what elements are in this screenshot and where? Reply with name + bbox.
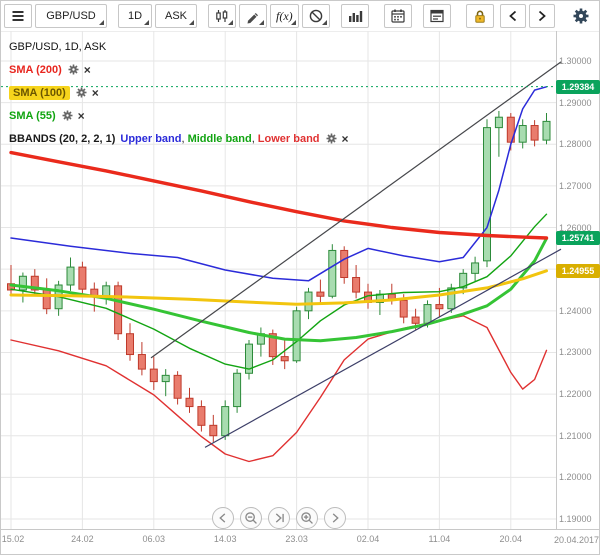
jump-to-latest-icon (275, 513, 284, 523)
price-label: 1.26000 (559, 222, 592, 233)
chevron-right-icon (538, 10, 546, 22)
zoom-out-icon (245, 512, 257, 524)
bbands-settings-gear-icon[interactable] (326, 133, 337, 144)
gear-icon (573, 8, 589, 24)
current-date-label: 20.04.2017 (553, 535, 599, 545)
price-label: 1.30000 (559, 56, 592, 66)
pan-left-button[interactable] (212, 507, 234, 529)
legend-sma55-label: SMA (55) (9, 109, 56, 122)
disable-overlays-button[interactable] (301, 4, 330, 28)
calendar-icon (391, 9, 405, 23)
legend-row-sma55: SMA (55) × (9, 108, 349, 123)
price-label: 1.28000 (559, 139, 592, 150)
legend-bbands-label: BBANDS (20, 2, 2, 1) (9, 132, 116, 145)
price-label: 1.29000 (559, 97, 592, 108)
draw-tools-button[interactable] (239, 4, 267, 28)
chart-legend: GBP/USD, 1D, ASK SMA (200) × SMA (100) ×… (9, 39, 349, 154)
time-label: 23.03 (285, 534, 308, 544)
time-label: 02.04 (356, 534, 380, 544)
price-axis[interactable]: 1.300001.290001.280001.270001.260001.250… (556, 31, 600, 556)
bar-chart-icon (348, 11, 362, 22)
sma55-settings-gear-icon[interactable] (62, 110, 73, 121)
pencil-icon (247, 13, 258, 24)
history-back-button[interactable] (500, 4, 526, 28)
sma55-close-icon[interactable]: × (77, 108, 85, 123)
pan-left-icon (219, 513, 226, 523)
price-label: 1.19000 (559, 514, 592, 524)
menu-icon (12, 11, 24, 21)
price-label: 1.24000 (559, 305, 592, 316)
time-label: 15.02 (1, 534, 25, 544)
sma200-close-icon[interactable]: × (83, 62, 91, 77)
price-side-selector[interactable]: ASK (155, 4, 197, 28)
fx-label: f(x) (276, 8, 293, 23)
chart-type-button[interactable] (208, 4, 236, 28)
time-label: 11.04 (428, 534, 451, 544)
lock-icon (474, 10, 485, 23)
zoom-out-button[interactable] (240, 507, 262, 529)
menu-button[interactable] (4, 4, 32, 28)
chart-title: GBP/USD, 1D, ASK (9, 40, 107, 53)
settings-button[interactable] (566, 4, 596, 28)
price-label: 1.21000 (559, 430, 592, 441)
calendar-button[interactable] (383, 4, 412, 28)
pan-right-button[interactable] (324, 507, 346, 529)
zoom-in-icon (301, 512, 313, 524)
legend-sma100-label: SMA (100) (9, 85, 70, 100)
legend-sma200-label: SMA (200) (9, 63, 62, 76)
price-side-label: ASK (164, 10, 187, 22)
price-label: 1.20000 (559, 472, 592, 483)
separator: , (181, 132, 185, 145)
toolbar: GBP/USD 1D ASK f(x) (1, 1, 599, 32)
period-selector[interactable]: 1D (118, 4, 152, 28)
chevron-left-icon (509, 10, 517, 22)
legend-upper-band-label: Upper band (120, 132, 182, 145)
candlestick-icon (216, 10, 228, 22)
price-badge: 1.29384 (556, 79, 600, 94)
legend-row-sma200: SMA (200) × (9, 62, 349, 77)
workspace-button[interactable] (422, 4, 451, 28)
price-label: 1.22000 (559, 389, 592, 400)
legend-lower-band-label: Lower band (257, 132, 320, 145)
report-panel-icon (430, 9, 444, 23)
sma100-close-icon[interactable]: × (91, 85, 99, 100)
time-label: 24.02 (71, 534, 94, 544)
instrument-label: GBP/USD (46, 10, 96, 22)
sma200-settings-gear-icon[interactable] (68, 64, 79, 75)
jump-to-latest-button[interactable] (268, 507, 290, 529)
chart-nav-controls (212, 507, 346, 529)
pan-right-icon (332, 513, 339, 523)
instrument-selector[interactable]: GBP/USD (35, 4, 107, 28)
history-forward-button[interactable] (529, 4, 555, 28)
sma100-settings-gear-icon[interactable] (76, 87, 87, 98)
indicators-button[interactable]: f(x) (270, 4, 299, 28)
time-label: 06.03 (142, 534, 166, 544)
separator: , (251, 132, 255, 145)
time-label: 20.04 (499, 534, 523, 544)
price-badge: 1.25741 (556, 231, 600, 246)
legend-middle-band-label: Middle band (187, 132, 252, 145)
bbands-close-icon[interactable]: × (341, 131, 349, 146)
circle-slash-icon (309, 9, 322, 23)
legend-row-sma100: SMA (100) × (9, 85, 349, 100)
time-label: 14.03 (213, 534, 237, 544)
price-badge: 1.24955 (556, 264, 600, 279)
price-label: 1.27000 (559, 180, 592, 191)
lock-button[interactable] (465, 4, 494, 28)
chart-area: GBP/USD, 1D, ASK SMA (200) × SMA (100) ×… (1, 31, 600, 556)
period-label: 1D (127, 10, 143, 22)
legend-row-bbands: BBANDS (20, 2, 2, 1) Upper band, Middle … (9, 131, 349, 146)
zoom-in-button[interactable] (296, 507, 318, 529)
price-label: 1.23000 (559, 347, 592, 358)
candlestick-chart[interactable] (1, 31, 600, 556)
volume-button[interactable] (340, 4, 369, 28)
